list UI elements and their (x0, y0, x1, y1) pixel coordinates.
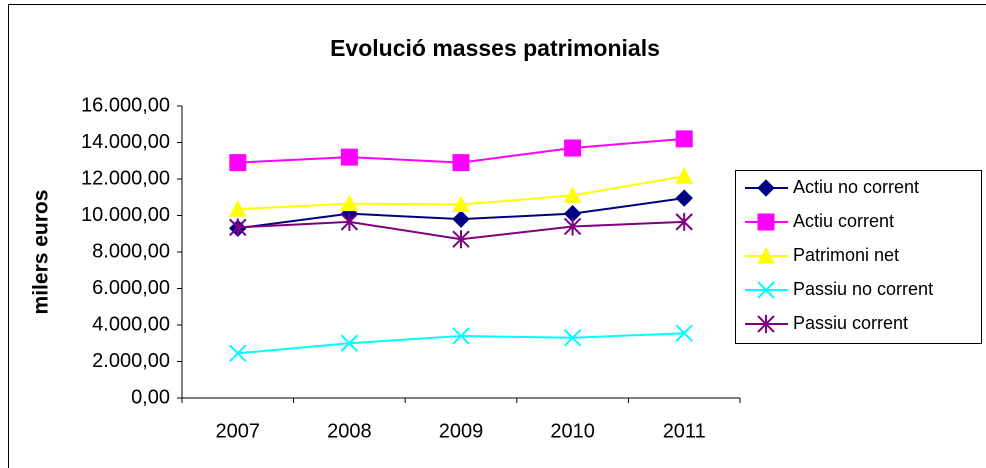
x-tick-label: 2010 (550, 420, 595, 442)
y-tick-label: 6.000,00 (92, 277, 170, 299)
data-point (563, 186, 582, 203)
legend-label: Actiu corrent (793, 211, 894, 231)
x-tick-label: 2009 (439, 420, 484, 442)
chart-title: Evolució masses patrimonials (330, 35, 660, 61)
y-tick-label: 4.000,00 (92, 313, 170, 335)
data-point (675, 212, 693, 231)
data-point (229, 154, 247, 172)
legend-label: Patrimoni net (793, 245, 899, 265)
data-point (452, 195, 470, 213)
legend-marker (757, 315, 775, 333)
data-point (340, 334, 359, 352)
y-tick-label: 0,00 (131, 386, 170, 408)
data-point (452, 230, 470, 249)
y-axis-title: milers euros (30, 190, 53, 315)
data-point (452, 154, 470, 172)
data-point (675, 167, 694, 184)
y-tick-label: 10.000,00 (81, 204, 170, 226)
y-tick-label: 8.000,00 (92, 240, 170, 262)
x-tick-label: 2011 (663, 420, 706, 442)
data-point (452, 327, 470, 345)
data-point (675, 324, 693, 342)
data-point (452, 210, 470, 228)
data-point (675, 189, 693, 207)
data-point (563, 329, 582, 347)
y-tick-label: 14.000,00 (81, 131, 170, 153)
data-point (229, 344, 247, 362)
data-point (564, 139, 582, 157)
data-point (228, 200, 247, 217)
data-point (563, 217, 582, 236)
legend-marker (757, 213, 775, 231)
data-point (340, 194, 359, 212)
y-tick-label: 2.000,00 (92, 350, 170, 372)
x-tick-label: 2007 (216, 420, 261, 442)
data-point (229, 218, 247, 237)
legend-marker (757, 179, 775, 197)
data-point (340, 148, 358, 166)
legend-marker (757, 246, 775, 264)
y-tick-label: 12.000,00 (81, 167, 170, 189)
x-tick-label: 2008 (327, 420, 372, 442)
data-point (340, 212, 359, 231)
data-point (675, 130, 693, 148)
legend-marker (757, 281, 775, 299)
legend-label: Actiu no corrent (793, 177, 919, 197)
legend-label: Passiu no corrent (793, 279, 933, 299)
legend-label: Passiu corrent (793, 313, 908, 333)
y-tick-label: 16.000,00 (81, 94, 170, 116)
